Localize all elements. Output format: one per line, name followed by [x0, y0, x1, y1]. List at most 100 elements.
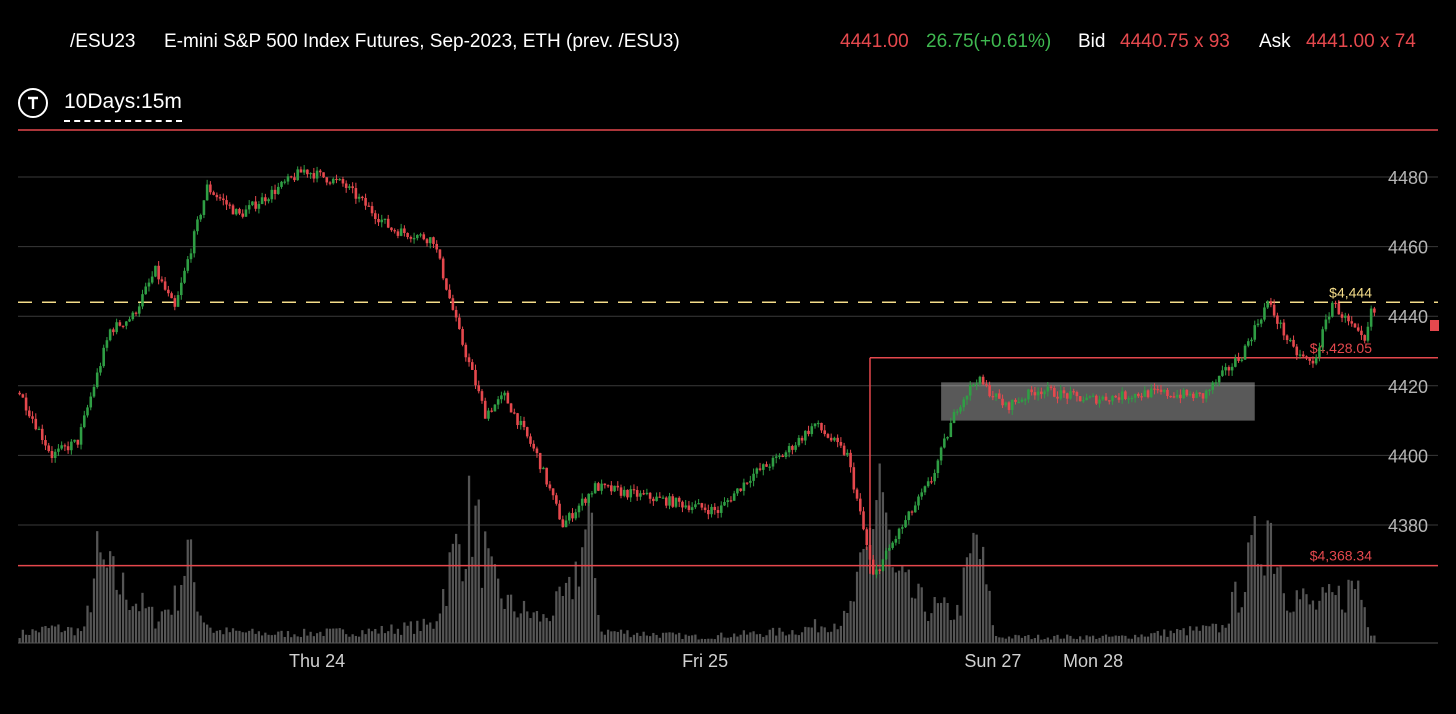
volume-bar [509, 594, 513, 643]
volume-bar [613, 631, 616, 643]
candle-body [849, 452, 852, 468]
volume-bar [416, 620, 419, 643]
candle-body [199, 214, 202, 220]
volume-bar [910, 597, 914, 643]
volume-bar [1302, 588, 1305, 643]
candle-body [351, 186, 354, 189]
volume-bar [57, 624, 60, 643]
candle-body [985, 384, 988, 386]
volume-bar [134, 603, 138, 643]
volume-bar [1201, 625, 1205, 643]
volume-bar [167, 609, 170, 643]
volume-bar [267, 634, 270, 643]
candle-body [525, 427, 529, 437]
volume-bar [1295, 590, 1298, 643]
candle-body [677, 497, 681, 502]
candle-body [752, 473, 755, 481]
volume-bar [655, 634, 658, 643]
volume-bar [933, 597, 936, 643]
volume-bar [477, 499, 480, 643]
candle-body [529, 436, 532, 444]
volume-bar [781, 631, 784, 643]
candle-body [40, 428, 44, 441]
candle-body [881, 559, 885, 571]
volume-bar [451, 543, 455, 643]
volume-bar [629, 637, 632, 643]
volume-bar [594, 578, 597, 643]
volume-bar [813, 619, 817, 643]
candle-body [1234, 358, 1237, 367]
candle-body [1088, 396, 1092, 398]
candle-body [571, 513, 574, 519]
volume-bar [160, 611, 164, 643]
candle-body [1114, 395, 1118, 398]
candle-body [89, 396, 93, 408]
candle-body [846, 452, 849, 455]
y-tick-label: 4480 [1388, 168, 1428, 188]
volume-bar [283, 637, 286, 643]
y-tick-label: 4380 [1388, 516, 1428, 536]
candle-body [1036, 391, 1040, 396]
volume-bar [852, 601, 855, 643]
candle-body [826, 434, 830, 438]
volume-bar [47, 628, 50, 643]
candle-body [380, 219, 384, 223]
volume-bar [251, 628, 254, 643]
volume-bar [713, 639, 716, 643]
volume-bar [1279, 566, 1282, 643]
candle-body [784, 452, 788, 457]
volume-bar [648, 636, 652, 643]
candle-body [1001, 398, 1004, 406]
candle-body [92, 387, 96, 397]
candle-body [561, 519, 565, 528]
volume-bar [73, 635, 76, 643]
volume-bar [733, 633, 736, 643]
candle-body [943, 438, 946, 448]
candle-body [829, 437, 833, 441]
candle-body [86, 407, 89, 416]
volume-bar [519, 613, 522, 643]
candle-body [1195, 392, 1198, 399]
candle-body [1049, 386, 1053, 388]
volume-bar [1114, 635, 1117, 643]
candle-body [839, 442, 843, 446]
volume-bar [645, 635, 649, 643]
volume-bar [788, 634, 791, 643]
candle-body [238, 208, 241, 214]
candle-body [755, 468, 759, 474]
candle-body [280, 181, 283, 187]
volume-bar [920, 587, 923, 643]
candle-body [179, 282, 183, 296]
candle-body [1175, 394, 1179, 398]
candle-body [668, 496, 671, 506]
volume-bar [1237, 612, 1240, 643]
volume-bar [584, 529, 587, 643]
candle-body [1295, 346, 1299, 356]
volume-bar [720, 632, 723, 643]
volume-bar [674, 634, 678, 643]
y-tick-label: 4400 [1388, 446, 1428, 466]
volume-bar [551, 615, 555, 643]
candle-body [95, 372, 99, 388]
candle-body [742, 482, 746, 491]
volume-bar [387, 631, 390, 643]
volume-bar [901, 566, 904, 643]
volume-bar [367, 628, 370, 643]
candle-body [1169, 395, 1172, 398]
candle-body [797, 437, 801, 446]
candle-body [105, 340, 109, 348]
volume-bar [312, 636, 315, 643]
volume-bar [1347, 579, 1350, 643]
candle-body [448, 289, 451, 299]
candle-body [949, 422, 953, 438]
candle-body [1237, 358, 1240, 361]
symbol[interactable]: /ESU23 [70, 31, 136, 52]
candle-body [1091, 395, 1095, 397]
volume-bar [1046, 637, 1049, 643]
volume-bar [1227, 623, 1231, 643]
candle-body [1243, 345, 1247, 360]
candle-body [483, 400, 487, 419]
volume-bar [639, 635, 642, 643]
candle-body [603, 483, 607, 486]
